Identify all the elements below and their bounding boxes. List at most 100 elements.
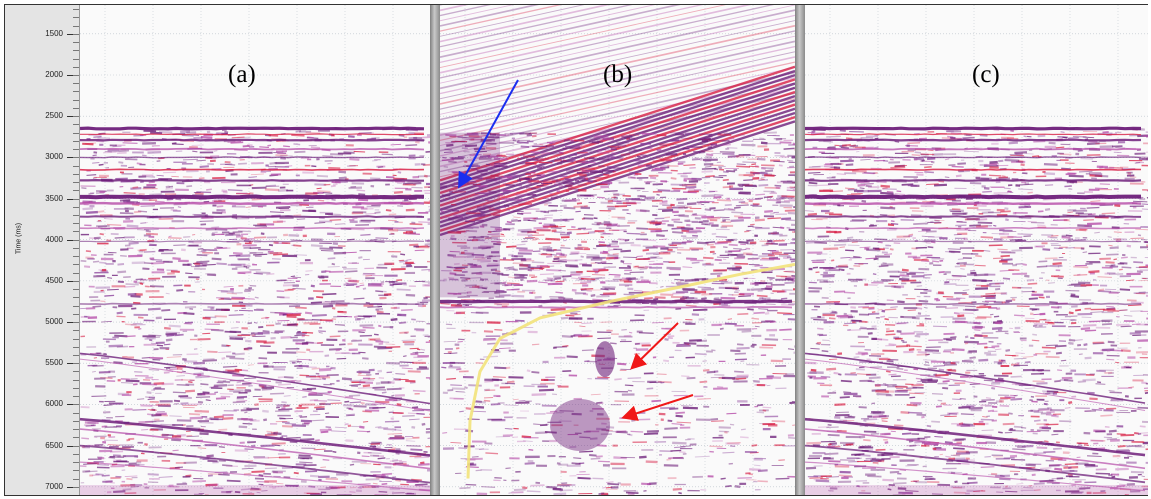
seismic-event (181, 379, 195, 381)
seismic-event (638, 332, 654, 334)
seismic-event (145, 420, 157, 423)
seismic-event (381, 482, 388, 486)
seismic-event (298, 404, 302, 408)
seismic-event (207, 483, 219, 487)
seismic-event (126, 224, 139, 228)
seismic-event (550, 308, 566, 311)
seismic-event (269, 211, 284, 213)
seismic-event (401, 265, 413, 268)
seismic-event (172, 391, 186, 394)
seismic-event (647, 256, 657, 259)
seismic-event (889, 248, 894, 251)
seismic-event (147, 398, 155, 401)
seismic-event (1000, 254, 1010, 258)
seismic-event (758, 179, 769, 182)
seismic-event (717, 386, 724, 389)
seismic-event (664, 216, 671, 219)
seismic-event (464, 386, 468, 389)
y-minor-tick (73, 453, 79, 455)
seismic-event (611, 151, 618, 155)
seismic-event (691, 158, 701, 161)
seismic-event (331, 300, 345, 303)
seismic-event (562, 218, 574, 221)
seismic-event (205, 399, 211, 402)
y-tick-label: 2500 (45, 111, 63, 121)
seismic-event (779, 328, 792, 331)
seismic-event (424, 243, 430, 246)
seismic-event (348, 408, 354, 411)
seismic-event (480, 261, 491, 263)
seismic-event (236, 395, 248, 399)
seismic-event (847, 236, 854, 239)
seismic-event (1068, 401, 1073, 405)
seismic-event (118, 149, 130, 153)
seismic-event (283, 395, 291, 397)
seismic-event (446, 143, 454, 147)
seismic-event (117, 263, 125, 266)
seismic-event (1123, 314, 1133, 317)
seismic-event (305, 270, 313, 272)
seismic-event (989, 313, 994, 316)
seismic-event (620, 260, 625, 264)
seismic-event (711, 420, 724, 422)
seismic-event (760, 178, 765, 180)
seismic-event (488, 190, 497, 194)
seismic-event (631, 419, 636, 422)
seismic-event (918, 299, 929, 303)
bottom-band (80, 485, 430, 495)
y-minor-tick (73, 486, 79, 488)
seismic-event (546, 268, 562, 272)
seismic-event (446, 266, 454, 269)
seismic-event (828, 358, 838, 360)
linear-noise-strong (440, 116, 795, 232)
seismic-event (736, 346, 750, 350)
seismic-event (367, 452, 382, 455)
y-minor-tick (73, 297, 79, 299)
y-minor-tick (73, 379, 79, 381)
seismic-event (637, 266, 645, 269)
seismic-event (691, 261, 700, 264)
seismic-event (727, 154, 740, 158)
y-minor-tick (73, 305, 79, 307)
seismic-event (549, 152, 564, 155)
seismic-event (244, 411, 248, 414)
seismic-event (720, 477, 726, 480)
seismic-event (746, 253, 758, 256)
seismic-event (528, 171, 536, 174)
seismic-event (533, 423, 541, 426)
seismic-event (327, 257, 336, 260)
seismic-event (901, 268, 909, 272)
seismic-event (81, 437, 90, 440)
seismic-event (241, 467, 254, 470)
seismic-event (756, 404, 764, 407)
seismic-event (785, 219, 795, 222)
seismic-event (400, 253, 406, 256)
reflector (80, 240, 425, 243)
seismic-event (755, 193, 766, 196)
seismic-event (140, 222, 147, 224)
seismic-event (511, 255, 518, 258)
seismic-event (769, 321, 776, 324)
y-tick-label: 1500 (45, 28, 63, 38)
seismic-event (743, 179, 753, 182)
seismic-event (171, 175, 179, 178)
seismic-event (411, 478, 422, 481)
seismic-event (102, 480, 113, 483)
seismic-event (319, 247, 334, 251)
seismic-event (606, 223, 618, 227)
y-minor-tick (73, 412, 79, 414)
seismic-event (528, 448, 534, 451)
seismic-event (1015, 160, 1024, 164)
seismic-event (356, 189, 366, 192)
seismic-event (1109, 246, 1119, 250)
seismic-event (440, 210, 445, 213)
seismic-event (343, 151, 355, 154)
seismic-event (526, 490, 541, 493)
seismic-event (401, 308, 413, 312)
linear-noise (440, 5, 795, 84)
seismic-event (538, 165, 545, 168)
seismic-event (450, 237, 457, 241)
seismic-event (395, 177, 405, 181)
y-minor-tick (73, 231, 79, 233)
seismic-event (516, 141, 529, 144)
